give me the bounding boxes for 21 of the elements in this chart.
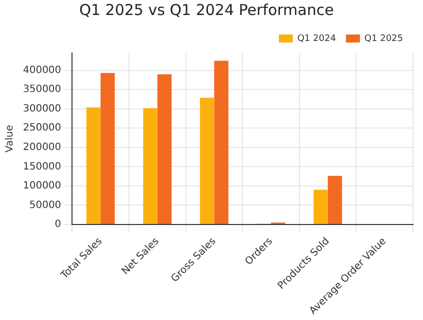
bar	[314, 190, 328, 224]
bar	[200, 98, 214, 224]
y-tick-label: 250000	[22, 122, 62, 134]
bar	[143, 108, 158, 224]
y-tick-label: 100000	[22, 180, 62, 192]
y-tick-label: 150000	[22, 161, 62, 172]
legend-label: Q1 2025	[364, 34, 404, 44]
bar	[86, 107, 101, 224]
y-tick-label: 50000	[29, 200, 62, 211]
y-axis-title: Value	[4, 125, 16, 152]
y-tick-label: 200000	[22, 142, 62, 153]
y-tick-label: 350000	[22, 84, 62, 96]
y-tick-label: 300000	[22, 103, 62, 114]
bar	[328, 176, 342, 224]
y-tick-label: 0	[54, 219, 62, 230]
chart-title: Q1 2025 vs Q1 2024 Performance	[79, 0, 334, 19]
bar	[214, 60, 228, 224]
y-tick-label: 400000	[22, 64, 62, 76]
bar	[157, 74, 172, 224]
bar	[100, 73, 115, 224]
legend-label: Q1 2024	[297, 34, 336, 44]
